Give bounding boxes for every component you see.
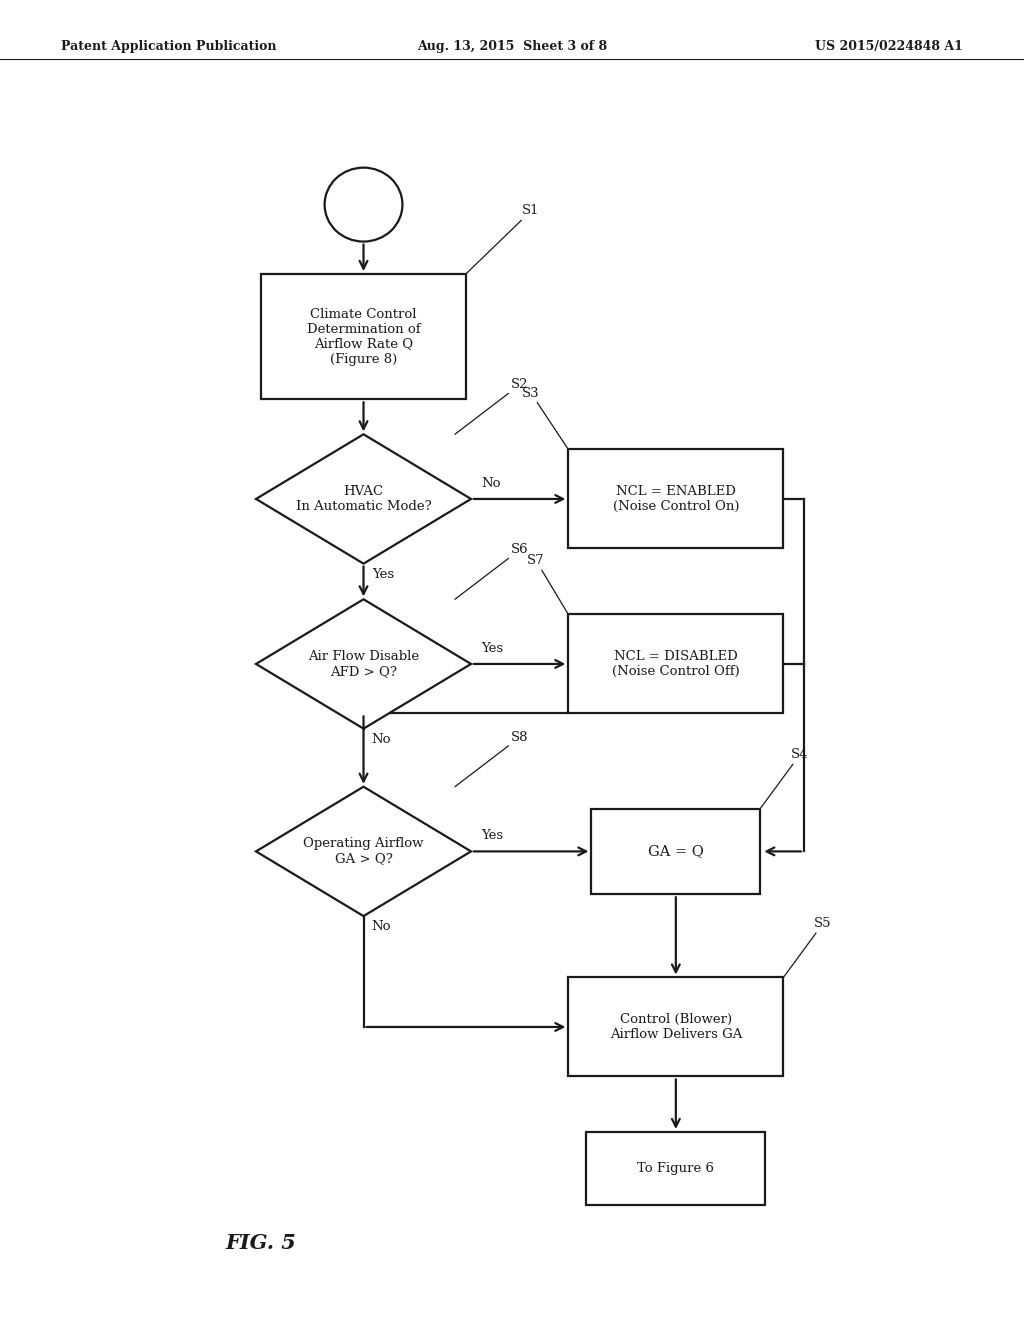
Text: No: No	[372, 920, 391, 933]
Text: S3: S3	[522, 387, 568, 449]
Text: Yes: Yes	[372, 568, 394, 581]
Text: Air Flow Disable
AFD > Q?: Air Flow Disable AFD > Q?	[308, 649, 419, 678]
Text: Patent Application Publication: Patent Application Publication	[61, 41, 276, 53]
Bar	[568, 449, 783, 549]
Ellipse shape	[325, 168, 402, 242]
Text: US 2015/0224848 A1: US 2015/0224848 A1	[815, 41, 963, 53]
Text: S5: S5	[783, 917, 831, 977]
Text: No: No	[481, 477, 501, 490]
Text: To Figure 6: To Figure 6	[637, 1162, 715, 1175]
Text: HVAC
In Automatic Mode?: HVAC In Automatic Mode?	[296, 484, 431, 513]
Text: Control (Blower)
Airflow Delivers GA: Control (Blower) Airflow Delivers GA	[609, 1012, 742, 1041]
Text: S7: S7	[527, 554, 568, 615]
Text: Yes: Yes	[481, 642, 504, 655]
Text: S2: S2	[455, 378, 528, 434]
Text: Yes: Yes	[481, 829, 504, 842]
Text: Climate Control
Determination of
Airflow Rate Q
(Figure 8): Climate Control Determination of Airflow…	[307, 308, 420, 366]
Polygon shape	[256, 599, 471, 729]
Text: FIG. 5: FIG. 5	[225, 1233, 297, 1254]
Bar	[586, 1131, 766, 1204]
Text: Aug. 13, 2015  Sheet 3 of 8: Aug. 13, 2015 Sheet 3 of 8	[417, 41, 607, 53]
Text: No: No	[372, 733, 391, 746]
Text: S6: S6	[455, 543, 528, 599]
Bar	[568, 615, 783, 713]
Polygon shape	[256, 434, 471, 564]
Text: S4: S4	[760, 748, 809, 808]
Text: S8: S8	[455, 730, 528, 787]
Bar	[261, 275, 466, 399]
Bar	[568, 977, 783, 1077]
Text: NCL = ENABLED
(Noise Control On): NCL = ENABLED (Noise Control On)	[612, 484, 739, 513]
Text: Operating Airflow
GA > Q?: Operating Airflow GA > Q?	[303, 837, 424, 866]
Polygon shape	[256, 787, 471, 916]
Text: GA = Q: GA = Q	[648, 845, 703, 858]
Bar	[592, 808, 760, 895]
Text: S1: S1	[466, 205, 540, 275]
Text: NCL = DISABLED
(Noise Control Off): NCL = DISABLED (Noise Control Off)	[612, 649, 739, 678]
